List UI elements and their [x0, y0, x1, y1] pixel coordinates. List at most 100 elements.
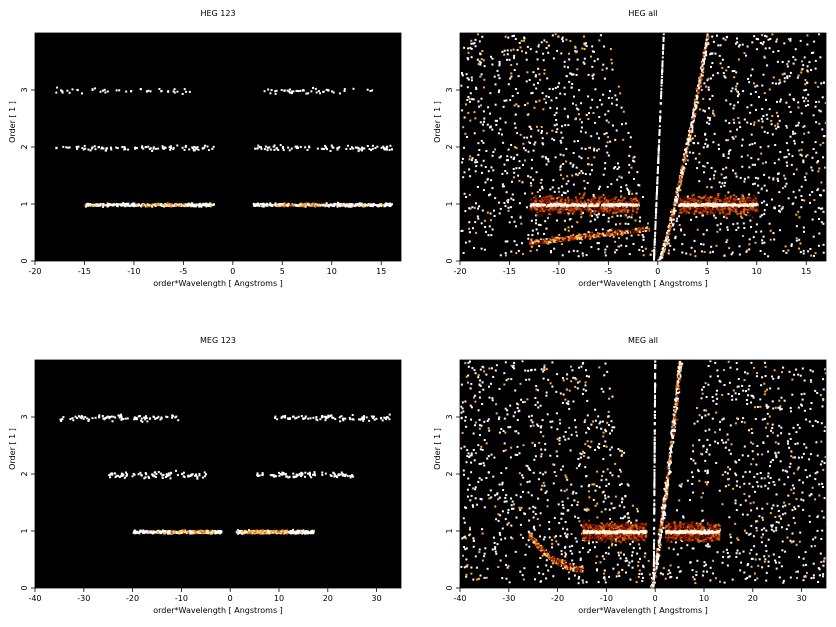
heatmap-pixel: [794, 196, 797, 199]
heatmap-pixel: [717, 209, 720, 212]
heatmap-pixel: [628, 163, 631, 166]
heatmap-pixel: [530, 201, 533, 203]
heatmap-pixel: [777, 115, 779, 118]
heatmap-pixel: [547, 51, 550, 54]
heatmap-pixel: [784, 185, 787, 188]
heatmap-pixel: [609, 203, 612, 206]
heatmap-pixel: [703, 82, 706, 85]
heatmap-pixel: [729, 199, 732, 202]
heatmap-pixel: [608, 206, 611, 209]
heatmap-pixel: [716, 72, 719, 75]
heatmap-pixel: [566, 175, 569, 178]
heatmap-pixel: [607, 154, 610, 157]
heatmap-pixel: [735, 85, 738, 88]
heatmap-pixel: [600, 209, 603, 212]
heatmap-pixel: [486, 178, 489, 181]
heatmap-pixel: [605, 67, 608, 70]
heatmap-pixel: [259, 202, 262, 205]
heatmap-pixel: [703, 251, 706, 253]
heatmap-pixel: [289, 204, 292, 207]
heatmap-pixel: [792, 56, 795, 59]
heatmap-pixel: [709, 178, 712, 181]
heatmap-pixel: [605, 132, 608, 135]
heatmap-pixel: [803, 89, 806, 92]
heatmap-pixel: [587, 210, 590, 213]
heatmap-pixel: [516, 153, 519, 156]
heatmap-pixel: [798, 149, 801, 152]
heatmap-pixel: [610, 208, 613, 210]
heatmap-pixel: [809, 248, 812, 250]
heatmap-pixel: [627, 214, 630, 217]
heatmap-pixel: [537, 199, 540, 202]
heatmap-pixel: [761, 84, 764, 87]
heatmap-pixel: [815, 151, 818, 154]
heatmap-pixel: [523, 147, 525, 150]
heatmap-pixel: [540, 132, 543, 134]
heatmap-pixel: [802, 226, 805, 229]
heatmap-pixel: [180, 205, 183, 207]
heatmap-pixel: [184, 146, 187, 148]
heatmap-pixel: [805, 88, 808, 91]
heatmap-pixel: [718, 148, 720, 150]
heatmap-pixel: [604, 254, 607, 257]
heatmap-pixel: [479, 75, 482, 78]
heatmap-pixel: [532, 204, 535, 207]
heatmap-pixel: [603, 45, 605, 48]
heatmap-pixel: [543, 208, 546, 211]
heatmap-pixel: [557, 211, 560, 214]
heatmap-pixel: [468, 231, 471, 234]
heatmap-pixel: [637, 183, 640, 186]
heatmap-pixel: [534, 74, 537, 77]
heatmap-pixel: [622, 211, 625, 214]
heatmap-pixel: [355, 203, 358, 206]
heatmap-pixel: [543, 201, 546, 204]
heatmap-pixel: [698, 161, 701, 164]
heatmap-pixel: [580, 126, 583, 129]
heatmap-pixel: [620, 210, 623, 212]
heatmap-pixel: [582, 61, 585, 64]
heatmap-pixel: [527, 175, 530, 178]
heatmap-pixel: [535, 204, 538, 207]
heatmap-pixel: [557, 198, 560, 201]
heatmap-pixel: [513, 34, 515, 37]
heatmap-pixel: [693, 142, 696, 145]
heatmap-pixel: [473, 132, 476, 135]
heatmap-pixel: [561, 204, 564, 207]
heatmap-pixel: [380, 203, 383, 206]
heatmap-pixel: [803, 230, 805, 233]
heatmap-pixel: [563, 93, 566, 96]
heatmap-pixel: [580, 102, 583, 105]
heatmap-pixel: [745, 250, 748, 253]
heatmap-pixel: [383, 148, 386, 151]
heatmap-pixel: [115, 89, 118, 92]
heatmap-pixel: [821, 96, 824, 99]
heatmap-pixel: [513, 220, 516, 223]
heatmap-pixel: [762, 235, 765, 238]
heatmap-pixel: [105, 147, 108, 150]
heatmap-pixel: [548, 198, 550, 201]
heatmap-pixel: [727, 156, 730, 159]
heatmap-pixel: [725, 217, 728, 220]
heatmap-pixel: [461, 72, 463, 75]
heatmap-pixel: [751, 41, 754, 44]
heatmap-pixel: [629, 136, 632, 139]
heatmap-pixel: [274, 202, 277, 205]
heatmap-pixel: [519, 216, 522, 219]
heatmap-pixel: [753, 123, 755, 126]
heatmap-pixel: [468, 158, 471, 161]
heatmap-pixel: [164, 203, 167, 206]
heatmap-pixel: [499, 117, 502, 120]
heatmap-pixel: [718, 54, 721, 57]
heatmap-pixel: [786, 126, 788, 129]
heatmap-pixel: [99, 90, 102, 93]
heatmap-pixel: [479, 63, 482, 66]
heatmap-pixel: [709, 77, 712, 80]
heatmap-pixel: [760, 152, 763, 155]
heatmap-pixel: [748, 81, 751, 84]
heatmap-pixel: [185, 90, 187, 93]
heatmap-pixel: [817, 187, 820, 190]
heatmap-pixel: [632, 156, 635, 159]
heatmap-pixel: [615, 98, 618, 101]
heatmap-pixel: [822, 189, 825, 192]
heatmap-pixel: [637, 200, 640, 203]
